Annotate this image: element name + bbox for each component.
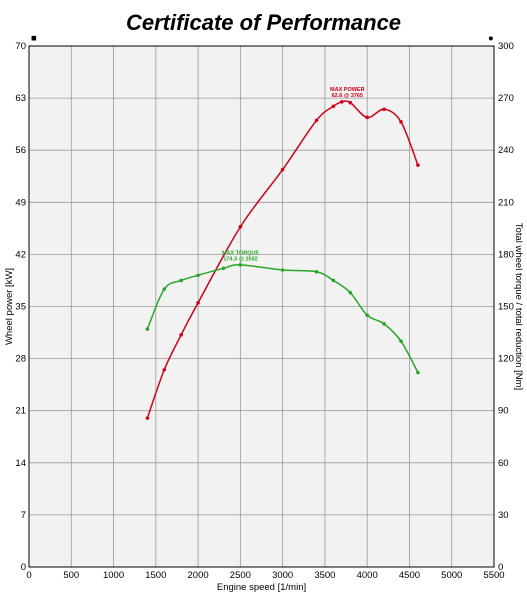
- grid-layer: [28, 45, 495, 568]
- x-tick-label: 2000: [188, 570, 209, 581]
- power-point: [145, 416, 150, 420]
- torque-point: [348, 290, 353, 295]
- power-point: [331, 104, 336, 109]
- torque-point: [196, 273, 200, 278]
- chart-title: Certificate of Performance: [125, 10, 402, 35]
- y-right-tick-label: 300: [498, 41, 514, 52]
- x-tick-label: 4000: [357, 570, 378, 581]
- series-layer: [145, 100, 420, 420]
- power-line: [146, 100, 419, 419]
- torque-point: [416, 370, 420, 375]
- y-right-tick-label: 60: [498, 458, 509, 469]
- power-point: [399, 120, 403, 124]
- y-right-axis-title: Total wheel torque / total reduction [Nm…: [513, 223, 524, 390]
- max-torque-value: 174.3 @ 2502: [223, 256, 257, 262]
- y-left-tick-label: 14: [15, 458, 26, 469]
- x-tick-label: 5500: [483, 570, 504, 581]
- y-right-tick-label: 30: [498, 510, 509, 521]
- max-power-value: 62.6 @ 3765: [332, 93, 363, 99]
- torque-point: [399, 339, 403, 344]
- y-left-tick-label: 28: [15, 354, 26, 365]
- power-point: [348, 100, 353, 105]
- x-tick-label: 1000: [103, 570, 124, 581]
- x-axis-title: Engine speed [1/min]: [217, 582, 306, 593]
- y-left-tick-label: 21: [15, 406, 26, 417]
- y-right-tick-label: 0: [498, 562, 503, 573]
- power-point: [162, 367, 167, 372]
- y-right-tick-label: 120: [498, 354, 514, 365]
- power-point: [340, 100, 344, 104]
- torque-point: [314, 269, 319, 274]
- torque-point: [221, 266, 226, 271]
- y-left-tick-label: 7: [21, 510, 26, 521]
- axis-layer: 0 500 1000 1500 2000 2500 3000 3500 4000 4500 5000…: [4, 33, 524, 593]
- torque-point: [162, 287, 167, 291]
- power-point: [382, 107, 386, 112]
- power-point: [314, 118, 319, 123]
- y-left-tick-label: 49: [15, 197, 26, 208]
- torque-point: [179, 278, 183, 283]
- torque-point: [365, 313, 369, 317]
- x-tick-label: 1500: [145, 570, 166, 581]
- y-right-tick-label: 150: [498, 302, 514, 313]
- x-tick-label: 4500: [399, 570, 420, 581]
- power-point: [196, 300, 200, 305]
- power-point: [280, 167, 285, 172]
- torque-point: [331, 278, 336, 283]
- power-point: [179, 332, 183, 337]
- plot-frame: [28, 45, 495, 568]
- x-tick-label: 2500: [230, 570, 251, 581]
- y-right-tick-label: 180: [498, 249, 514, 260]
- y-right-tick-label: 240: [498, 145, 514, 156]
- left-axis-marker: ■: [31, 33, 37, 44]
- x-tick-label: 3500: [314, 570, 335, 581]
- y-right-tick-label: 270: [498, 93, 514, 104]
- y-left-tick-label: 56: [15, 145, 26, 156]
- max-torque-label: MAX TORQUE: [222, 250, 260, 256]
- torque-point: [382, 322, 386, 326]
- y-right-tick-label: 90: [498, 406, 509, 417]
- y-left-axis-title: Wheel power [kW]: [4, 268, 15, 345]
- right-axis-marker: ●: [488, 33, 494, 44]
- y-right-tick-label: 210: [498, 197, 514, 208]
- y-left-tick-label: 0: [21, 562, 26, 573]
- torque-point: [238, 263, 243, 267]
- x-tick-label: 3000: [272, 570, 293, 581]
- power-point: [416, 163, 420, 167]
- y-left-tick-label: 42: [15, 249, 26, 260]
- x-tick-label: 5000: [441, 570, 462, 581]
- y-left-tick-label: 63: [15, 93, 26, 104]
- power-point: [238, 225, 243, 229]
- y-left-tick-label: 70: [15, 41, 26, 52]
- torque-point: [280, 268, 285, 272]
- x-tick-label: 500: [63, 570, 79, 581]
- torque-point: [145, 327, 150, 331]
- max-power-label: MAX POWER: [330, 87, 365, 93]
- power-point: [365, 115, 369, 120]
- y-left-tick-label: 35: [15, 302, 26, 313]
- x-tick-label: 0: [26, 570, 31, 581]
